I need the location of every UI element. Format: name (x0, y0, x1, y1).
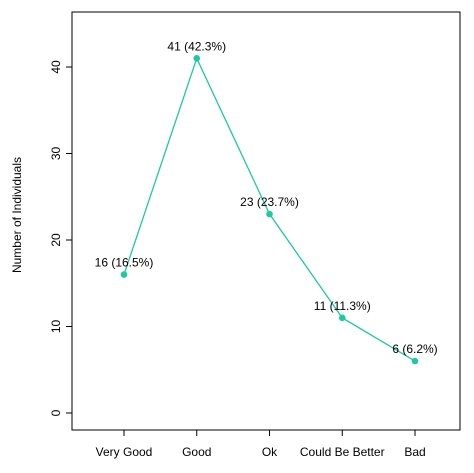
y-tick-label: 10 (49, 320, 63, 334)
y-tick-label: 40 (49, 60, 63, 74)
data-label: 16 (16.5%) (95, 256, 154, 270)
data-point (266, 210, 273, 218)
x-tick-label: Bad (404, 445, 425, 459)
x-tick-label: Could Be Better (300, 445, 385, 459)
data-label: 11 (11.3%) (314, 299, 371, 313)
data-point (120, 271, 128, 278)
y-tick-label: 30 (49, 147, 63, 161)
data-point (338, 314, 346, 322)
y-tick-label: 20 (49, 233, 63, 247)
x-tick-label: Very Good (96, 445, 153, 459)
x-tick-label: Good (182, 445, 211, 459)
data-label: 23 (23.7%) (240, 195, 299, 209)
series-line (123, 56, 416, 362)
plot-frame (71, 11, 461, 431)
y-axis-label: Number of Individuals (10, 157, 24, 273)
data-point (411, 357, 419, 365)
y-tick-label: 0 (49, 409, 63, 416)
x-tick-label: Ok (262, 445, 278, 459)
series-group: 16 (16.5%) 41 (42.3%) 23 (23.7%) 11 (11.3%)… (95, 39, 438, 365)
x-axis: Very Good Good Ok Could Be Better Bad (96, 430, 426, 459)
data-label: 6 (6.2%) (392, 342, 437, 356)
data-label: 41 (42.3%) (167, 39, 226, 53)
y-axis: 0 10 20 30 40 (49, 60, 72, 416)
data-point (193, 55, 201, 62)
